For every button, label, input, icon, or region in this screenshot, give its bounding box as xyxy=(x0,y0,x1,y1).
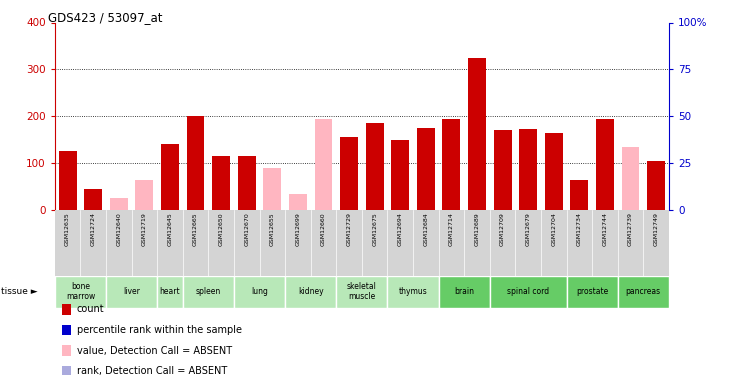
Text: GSM12665: GSM12665 xyxy=(193,212,198,246)
Bar xyxy=(183,276,234,308)
Bar xyxy=(647,161,665,210)
Text: rank, Detection Call = ABSENT: rank, Detection Call = ABSENT xyxy=(77,366,227,375)
Text: GSM12679: GSM12679 xyxy=(526,212,531,246)
Bar xyxy=(336,276,387,308)
Text: skeletal
muscle: skeletal muscle xyxy=(347,282,376,301)
Text: GSM12734: GSM12734 xyxy=(577,212,582,246)
Text: GSM12739: GSM12739 xyxy=(628,212,633,246)
Bar xyxy=(387,276,439,308)
Bar xyxy=(55,276,106,308)
Text: heart: heart xyxy=(159,287,181,296)
Bar xyxy=(519,129,537,210)
Text: GDS423 / 53097_at: GDS423 / 53097_at xyxy=(48,11,162,24)
Bar xyxy=(417,128,435,210)
Bar xyxy=(186,116,205,210)
Text: GSM12655: GSM12655 xyxy=(270,212,275,246)
Bar xyxy=(340,137,358,210)
Bar xyxy=(58,152,77,210)
Bar xyxy=(234,276,285,308)
Text: GSM12645: GSM12645 xyxy=(167,212,173,246)
Bar xyxy=(442,118,461,210)
Text: tissue ►: tissue ► xyxy=(1,287,37,296)
Bar xyxy=(285,276,336,308)
Bar xyxy=(490,276,567,308)
Text: GSM12744: GSM12744 xyxy=(602,212,607,246)
Text: liver: liver xyxy=(123,287,140,296)
Text: count: count xyxy=(77,304,105,314)
Text: prostate: prostate xyxy=(576,287,608,296)
Bar xyxy=(135,180,154,210)
Text: GSM12689: GSM12689 xyxy=(474,212,480,246)
Bar xyxy=(493,130,512,210)
Text: GSM12694: GSM12694 xyxy=(398,212,403,246)
Text: brain: brain xyxy=(454,287,474,296)
Bar xyxy=(161,144,179,210)
Text: lung: lung xyxy=(251,287,268,296)
Text: GSM12709: GSM12709 xyxy=(500,212,505,246)
Text: GSM12660: GSM12660 xyxy=(321,212,326,246)
Bar xyxy=(212,156,230,210)
Bar xyxy=(366,123,384,210)
Bar xyxy=(263,168,281,210)
Bar xyxy=(567,276,618,308)
Bar xyxy=(238,156,256,210)
Bar xyxy=(289,194,307,210)
Bar xyxy=(439,276,490,308)
Text: GSM12635: GSM12635 xyxy=(65,212,70,246)
Text: pancreas: pancreas xyxy=(626,287,661,296)
Text: GSM12650: GSM12650 xyxy=(219,212,224,246)
Text: GSM12729: GSM12729 xyxy=(346,212,352,246)
Text: value, Detection Call = ABSENT: value, Detection Call = ABSENT xyxy=(77,346,232,355)
Bar xyxy=(468,58,486,210)
Text: GSM12640: GSM12640 xyxy=(116,212,121,246)
Bar xyxy=(106,276,157,308)
Text: GSM12699: GSM12699 xyxy=(295,212,300,246)
Bar xyxy=(314,118,333,210)
Bar xyxy=(570,180,588,210)
Bar xyxy=(84,189,102,210)
Text: kidney: kidney xyxy=(298,287,324,296)
Text: GSM12719: GSM12719 xyxy=(142,212,147,246)
Bar xyxy=(110,198,128,210)
Bar xyxy=(545,133,563,210)
Text: thymus: thymus xyxy=(398,287,428,296)
Text: spleen: spleen xyxy=(196,287,221,296)
Text: spinal cord: spinal cord xyxy=(507,287,549,296)
Text: GSM12684: GSM12684 xyxy=(423,212,428,246)
Text: GSM12670: GSM12670 xyxy=(244,212,249,246)
Bar xyxy=(157,276,183,308)
Bar xyxy=(391,140,409,210)
Text: GSM12714: GSM12714 xyxy=(449,212,454,246)
Text: GSM12724: GSM12724 xyxy=(91,212,96,246)
Text: GSM12749: GSM12749 xyxy=(654,212,659,246)
Text: GSM12675: GSM12675 xyxy=(372,212,377,246)
Text: bone
marrow: bone marrow xyxy=(66,282,95,301)
Text: percentile rank within the sample: percentile rank within the sample xyxy=(77,325,242,335)
Text: GSM12704: GSM12704 xyxy=(551,212,556,246)
Bar xyxy=(596,118,614,210)
Bar xyxy=(618,276,669,308)
Bar xyxy=(621,147,640,210)
